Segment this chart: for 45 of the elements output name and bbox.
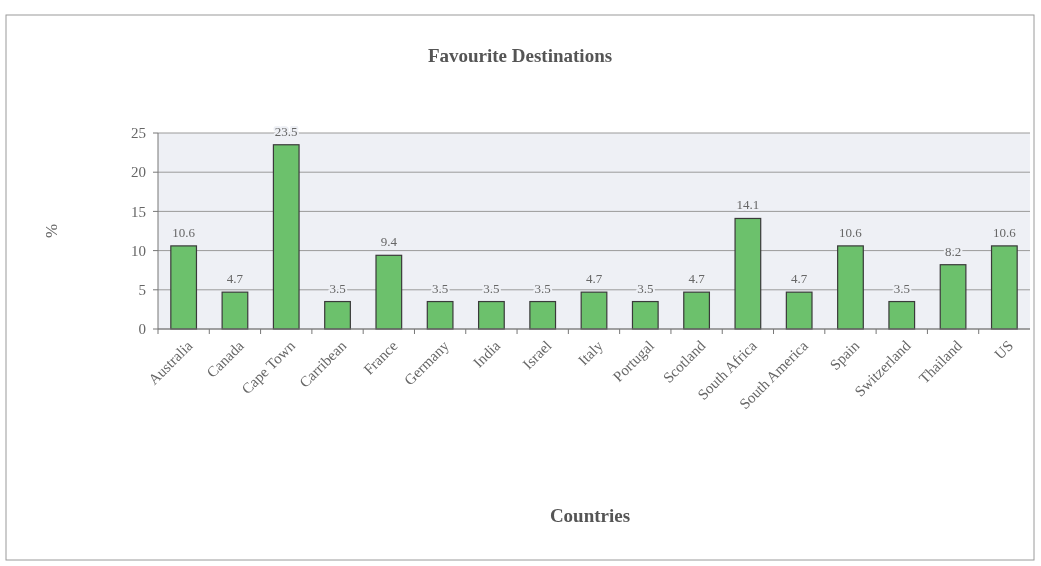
bar [426, 300, 454, 330]
x-axis-title: Countries [549, 505, 631, 526]
y-tick-label: 20 [131, 164, 146, 181]
data-label: 4.7 [226, 271, 244, 287]
data-label: 4.7 [791, 271, 808, 287]
bar [580, 291, 608, 330]
data-label: 10.6 [839, 224, 863, 240]
data-label: 10.6 [172, 224, 196, 240]
data-label: 23.5 [274, 123, 298, 139]
y-tick-label: 15 [131, 203, 146, 220]
data-label: 4.7 [585, 271, 603, 287]
data-label: 3.5 [893, 280, 910, 296]
y-tick-label: 25 [131, 125, 146, 142]
data-label: 3.5 [637, 280, 654, 296]
y-axis-title: % [42, 223, 61, 239]
x-tick-label: Italy [575, 337, 607, 369]
bar [529, 300, 557, 330]
bar [170, 245, 198, 330]
y-tick-label: 0 [138, 321, 146, 338]
x-tick-label: US [991, 337, 1017, 363]
bar [888, 300, 916, 330]
bar [785, 291, 813, 330]
bar [837, 245, 864, 330]
bar [221, 291, 249, 330]
data-label: 14.1 [736, 197, 760, 213]
data-label: 4.7 [688, 271, 706, 287]
bar [734, 217, 762, 330]
bar [683, 291, 711, 330]
x-tick-label: India [470, 337, 504, 371]
bar [375, 254, 403, 330]
bar [272, 144, 300, 330]
data-label: 10.6 [992, 224, 1017, 240]
bar [324, 300, 351, 330]
data-label: 3.5 [431, 280, 449, 296]
bar [939, 264, 967, 330]
data-label: 9.4 [380, 234, 398, 250]
y-tick-label: 5 [138, 282, 146, 299]
bar [990, 245, 1018, 330]
chart-title: Favourite Destinations [427, 45, 613, 66]
bar [477, 300, 505, 330]
bar [631, 300, 659, 330]
y-tick-label: 10 [131, 242, 146, 259]
data-label: 3.5 [534, 280, 551, 296]
data-label: 3.5 [483, 280, 500, 296]
data-label: 3.5 [329, 280, 346, 296]
